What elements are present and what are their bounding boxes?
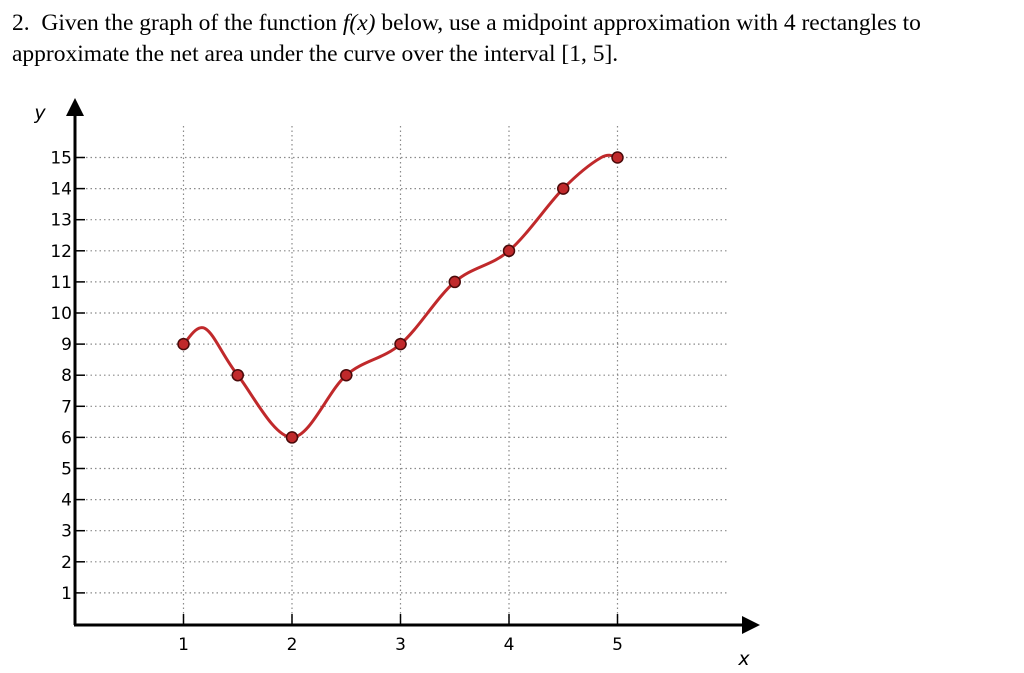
y-tick-label-14: 14 — [50, 180, 72, 200]
data-point — [231, 368, 244, 382]
y-tick-label-4: 4 — [61, 491, 72, 511]
y-tick-label-1: 1 — [61, 584, 72, 604]
function-curve — [182, 153, 619, 439]
x-axis-label: x — [737, 648, 750, 670]
x-tick-label-2: 2 — [287, 635, 298, 655]
x-tick-label-5: 5 — [612, 635, 623, 655]
y-tick-label-13: 13 — [50, 211, 72, 231]
y-tick-label-8: 8 — [61, 366, 72, 386]
grid-lines — [77, 126, 728, 622]
y-tick-label-10: 10 — [50, 304, 72, 324]
data-point — [557, 182, 570, 195]
y-tick-label-9: 9 — [61, 335, 72, 355]
x-tick-label-4: 4 — [504, 635, 515, 655]
y-axis-label: y — [33, 102, 46, 124]
y-tick-label-6: 6 — [61, 428, 72, 448]
y-tick-label-12: 12 — [50, 242, 72, 262]
x-tick-label-1: 1 — [178, 635, 189, 655]
question-text: 2. Given the graph of the function f(x) … — [12, 8, 1017, 70]
y-tick-label-7: 7 — [61, 397, 72, 417]
data-point — [611, 151, 624, 164]
y-tick-label-15: 15 — [50, 149, 72, 169]
x-axis-arrow-icon — [742, 616, 760, 634]
data-point — [285, 431, 299, 444]
question-line-2: approximate the net area under the curve… — [12, 41, 619, 67]
x-tick-label-3: 3 — [395, 635, 406, 655]
y-tick-label-3: 3 — [61, 522, 72, 542]
axes — [66, 98, 760, 634]
data-point — [502, 244, 516, 258]
data-point — [394, 337, 407, 351]
y-axis-arrow-icon — [66, 98, 84, 116]
y-tick-label-11: 11 — [50, 273, 72, 293]
question-number: 2. — [12, 10, 30, 36]
question-text-part-2: below, use a midpoint approximation with… — [375, 10, 921, 36]
data-point — [340, 368, 353, 382]
question-line-1: 2. Given the graph of the function f(x) … — [12, 8, 1017, 39]
y-tick-label-2: 2 — [61, 553, 72, 573]
data-point — [177, 337, 190, 351]
function-notation: f(x) — [342, 10, 376, 36]
data-point — [448, 275, 461, 289]
question-text-part-1: Given the graph of the function — [41, 10, 343, 36]
data-points — [177, 151, 624, 444]
y-tick-label-5: 5 — [61, 460, 72, 480]
